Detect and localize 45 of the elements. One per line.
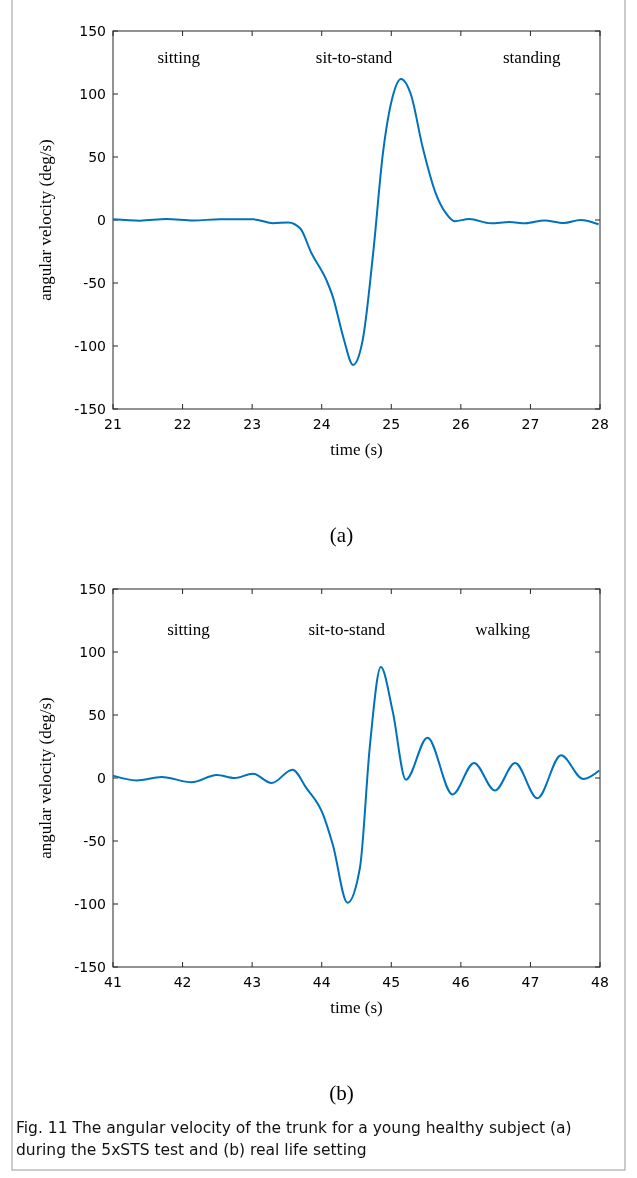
y-tick-label: 100 [79,86,106,102]
x-tick-label: 43 [243,974,262,990]
annotation: standing [503,48,562,67]
y-tick-label: -50 [83,833,106,849]
line-series [112,77,600,366]
x-tick-label: 25 [382,416,401,432]
x-tick-label: 48 [591,974,609,990]
x-tick-label: 26 [451,416,470,432]
y-tick-label: -150 [74,959,106,975]
x-tick-label: 47 [521,974,540,990]
line-series [112,666,601,904]
x-tick-label: 45 [382,974,401,990]
x-axis-title: time (s) [330,440,383,459]
y-tick-label: 0 [97,212,106,228]
x-tick-label: 46 [451,974,470,990]
x-tick-label: 22 [173,416,192,432]
annotation: walking [475,620,531,639]
y-tick-label: -150 [74,401,106,417]
y-axis-title: angular velocity (deg/s) [36,139,55,301]
y-tick-label: -50 [83,275,106,291]
y-tick-label: 150 [79,581,106,597]
y-tick-label: 50 [88,149,106,165]
annotation: sitting [167,620,211,639]
x-tick-label: 21 [104,416,122,432]
y-tick-label: -100 [74,338,106,354]
x-tick-label: 24 [312,416,331,432]
text: (a) [329,523,354,547]
x-tick-label: 27 [521,416,540,432]
annotation: sit-to-stand [315,48,393,67]
x-tick-label: 28 [591,416,609,432]
x-tick-label: 23 [243,416,262,432]
text: (b) [329,1081,354,1105]
annotation: sit-to-stand [308,620,386,639]
x-tick-label: 41 [104,974,122,990]
y-tick-label: 0 [97,770,106,786]
x-axis-title: time (s) [330,998,383,1017]
y-tick-label: -100 [74,896,106,912]
y-tick-label: 50 [88,707,106,723]
y-tick-label: 100 [79,644,106,660]
caption: Fig. 11 The angular velocity of the trunk for a young healthy subject (a) during the 5xSTS test and (b) real life setting [16,1118,573,1161]
x-tick-label: 44 [312,974,331,990]
x-tick-label: 42 [173,974,192,990]
y-axis-title: angular velocity (deg/s) [36,697,55,859]
annotation: sitting [157,48,201,67]
y-tick-label: 150 [79,23,106,39]
